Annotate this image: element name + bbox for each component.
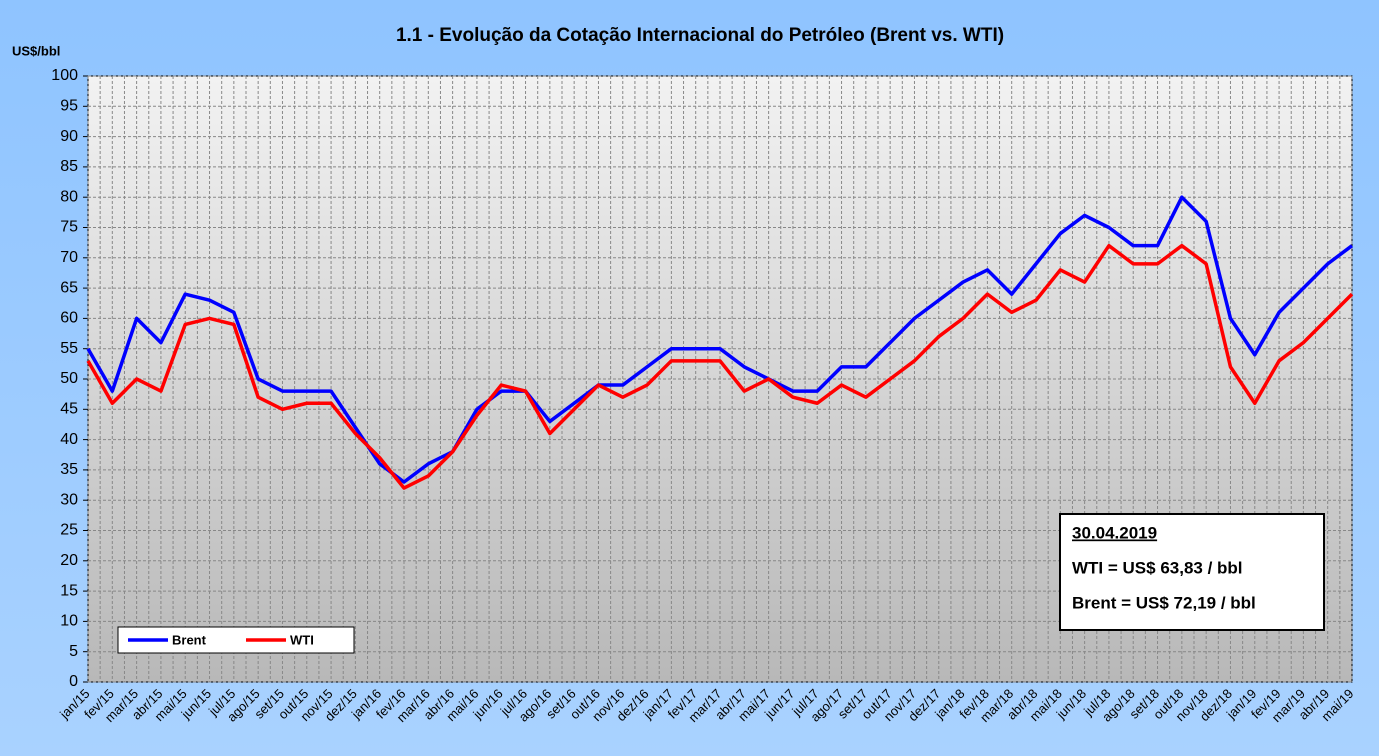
annotation-wti: WTI = US$ 63,83 / bbl [1072, 558, 1243, 577]
y-tick-label: 10 [60, 613, 78, 630]
y-tick-label: 45 [60, 401, 78, 418]
y-tick-label: 85 [60, 158, 78, 175]
annotation-brent: Brent = US$ 72,19 / bbl [1072, 593, 1256, 612]
y-tick-label: 70 [60, 249, 78, 266]
y-tick-label: 100 [51, 67, 78, 84]
legend-label: Brent [172, 632, 207, 647]
series-line [86, 195, 1354, 484]
y-tick-label: 65 [60, 279, 78, 296]
chart-title: 1.1 - Evolução da Cotação Internacional … [396, 25, 1004, 46]
y-tick-label: 20 [60, 552, 78, 569]
series-line [86, 243, 1354, 490]
y-tick-label: 95 [60, 98, 78, 115]
y-tick-label: 15 [60, 582, 78, 599]
y-tick-label: 55 [60, 340, 78, 357]
y-tick-label: 50 [60, 370, 78, 387]
y-tick-label: 0 [69, 673, 78, 690]
legend [117, 626, 355, 654]
y-tick-label: 75 [60, 219, 78, 236]
y-tick-label: 30 [60, 491, 78, 508]
y-tick-label: 60 [60, 310, 78, 327]
y-tick-label: 90 [60, 128, 78, 145]
y-tick-label: 40 [60, 431, 78, 448]
y-axis-label: US$/bbl [12, 43, 60, 58]
y-tick-label: 5 [69, 643, 78, 660]
y-tick-label: 80 [60, 188, 78, 205]
annotation-box [1059, 513, 1325, 631]
y-tick-label: 35 [60, 461, 78, 478]
y-tick-label: 25 [60, 522, 78, 539]
legend-label: WTI [290, 632, 314, 647]
annotation-date: 30.04.2019 [1072, 523, 1157, 542]
